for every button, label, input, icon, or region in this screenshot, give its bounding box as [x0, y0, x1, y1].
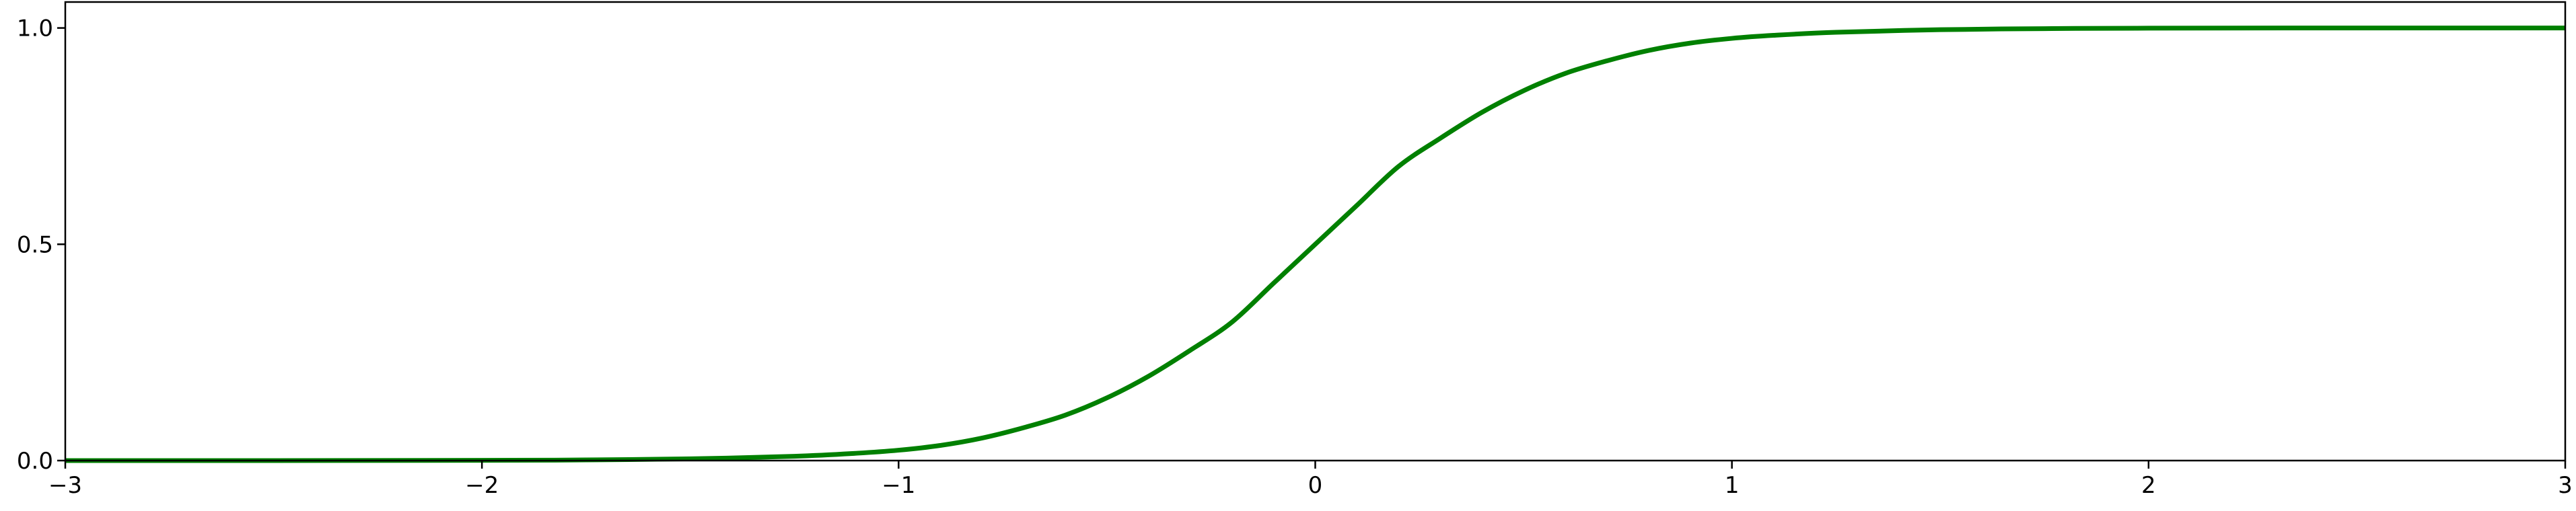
y-tick-label: 0.0	[17, 448, 53, 475]
x-tick-label: 2	[2141, 472, 2156, 499]
x-tick-label: 1	[1725, 472, 1740, 499]
y-tick-label: 0.5	[17, 231, 53, 258]
x-tick-label: −1	[882, 472, 915, 499]
axes: −3 −2 −1 0 1 2 3 0.0 0.5 1.0	[17, 1, 2573, 499]
x-tick-label: −2	[465, 472, 499, 499]
x-tick-label: 3	[2558, 472, 2573, 499]
x-tick-label: −3	[48, 472, 82, 499]
axes-frame	[64, 1, 2567, 462]
plot-area	[65, 26, 2566, 463]
x-tick-label: 0	[1308, 472, 1323, 499]
y-tick-label: 1.0	[17, 15, 53, 42]
series-line-0	[65, 26, 2566, 463]
